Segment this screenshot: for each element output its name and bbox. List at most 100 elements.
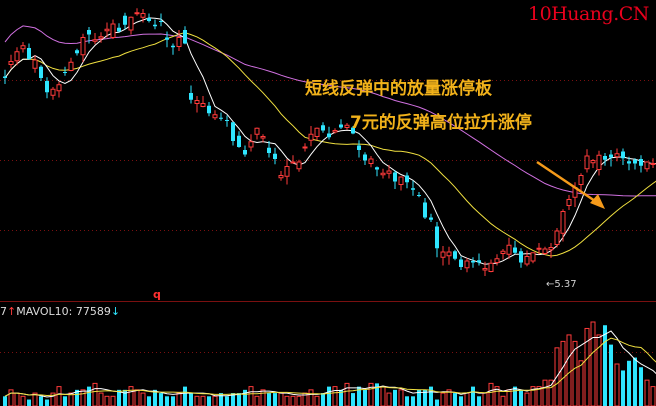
candle-40 [243, 145, 247, 157]
volume-bar-81 [488, 382, 494, 406]
candle-22 [134, 8, 140, 16]
candle-body-44 [267, 147, 271, 153]
candle-body-11 [68, 61, 74, 71]
candle-94 [566, 195, 572, 210]
volume-bar-102 [614, 363, 620, 406]
candle-105 [633, 158, 637, 170]
ma-long-line [4, 25, 656, 197]
candle-102 [614, 148, 620, 162]
candle-7 [45, 77, 49, 99]
candle-80 [482, 261, 488, 276]
volume-bar-100 [603, 325, 607, 406]
candle-body-101 [609, 154, 613, 158]
annotation-line-1: 短线反弹中的放量涨停板 [305, 79, 492, 99]
candle-101 [609, 150, 613, 167]
candle-25 [153, 19, 157, 30]
candle-body-74 [446, 251, 452, 257]
candle-body-60 [363, 154, 367, 161]
volume-bar-37 [225, 396, 229, 406]
volume-bar-58 [351, 393, 355, 406]
candle-body-66 [398, 176, 404, 185]
candle-body-67 [405, 175, 409, 183]
candle-63 [380, 168, 386, 179]
volume-bar-87 [524, 392, 530, 406]
candle-88 [530, 252, 536, 264]
volume-bar-35 [212, 395, 218, 406]
moving-average-lines [4, 17, 656, 265]
candle-body-91 [548, 247, 554, 251]
volume-bar-62 [375, 383, 379, 406]
candle-body-104 [627, 161, 631, 164]
candle-body-43 [260, 136, 266, 139]
volume-bar-45 [273, 393, 277, 406]
volume-bar-83 [500, 395, 506, 406]
candle-body-6 [39, 66, 43, 78]
candle-37 [225, 115, 229, 127]
volume-bar-89 [536, 386, 542, 406]
volume-bar-44 [267, 393, 271, 406]
candle-body-16 [98, 36, 104, 39]
candle-87 [524, 250, 530, 267]
candle-31 [189, 85, 193, 104]
volume-bar-34 [207, 396, 211, 406]
candle-body-85 [513, 247, 517, 253]
candle-69 [417, 192, 421, 198]
candle-4 [27, 43, 31, 60]
candle-97 [584, 149, 590, 173]
volume-bar-82 [494, 386, 500, 406]
volume-bar-80 [482, 392, 488, 406]
candle-body-72 [435, 226, 439, 249]
volume-bar-77 [464, 392, 470, 406]
candle-body-46 [278, 175, 284, 179]
volume-bar-2 [14, 392, 20, 406]
candle-body-14 [87, 30, 91, 35]
legend-up-arrow: ↑ [7, 305, 17, 318]
candle-body-90 [542, 248, 548, 254]
candle-41 [248, 134, 254, 152]
candle-57 [344, 123, 350, 130]
candle-108 [650, 158, 656, 168]
volume-bar-41 [248, 386, 254, 406]
candle-68 [411, 180, 415, 196]
candle-body-98 [590, 160, 596, 164]
candle-body-68 [411, 188, 415, 190]
candle-51 [308, 126, 314, 147]
candle-19 [117, 23, 121, 33]
candle-82 [494, 254, 500, 266]
candle-body-42 [254, 127, 260, 135]
candle-26 [159, 13, 163, 27]
candle-body-88 [530, 252, 536, 262]
candle-body-12 [75, 50, 79, 54]
candle-85 [513, 240, 517, 255]
candle-body-102 [614, 153, 620, 158]
candle-body-27 [165, 37, 169, 40]
candle-body-65 [393, 172, 397, 182]
candle-65 [393, 170, 397, 189]
volume-bar-79 [477, 396, 481, 406]
annotation-arrows [536, 160, 605, 209]
volume-bar-96 [578, 360, 584, 406]
candle-body-87 [524, 256, 530, 265]
volume-bar-66 [398, 389, 404, 406]
volume-bar-30 [183, 386, 187, 406]
volume-bar-48 [290, 395, 296, 406]
candle-103 [621, 148, 625, 165]
volume-bar-11 [68, 392, 74, 406]
volume-bar-76 [459, 396, 463, 406]
candle-30 [183, 26, 187, 45]
candle-body-45 [273, 153, 277, 159]
candle-73 [440, 246, 446, 266]
volume-bar-49 [296, 395, 302, 406]
volume-bar-90 [542, 379, 548, 406]
volume-bar-97 [584, 327, 590, 406]
volume-bar-65 [393, 389, 397, 406]
candle-body-94 [566, 199, 572, 206]
candle-body-0 [3, 76, 7, 78]
volume-bar-54 [327, 386, 331, 406]
volume-bar-88 [530, 386, 536, 406]
candle-70 [423, 198, 427, 219]
candle-18 [110, 19, 116, 39]
candle-71 [429, 213, 433, 222]
candle-body-105 [633, 159, 637, 164]
candle-5 [32, 55, 38, 73]
